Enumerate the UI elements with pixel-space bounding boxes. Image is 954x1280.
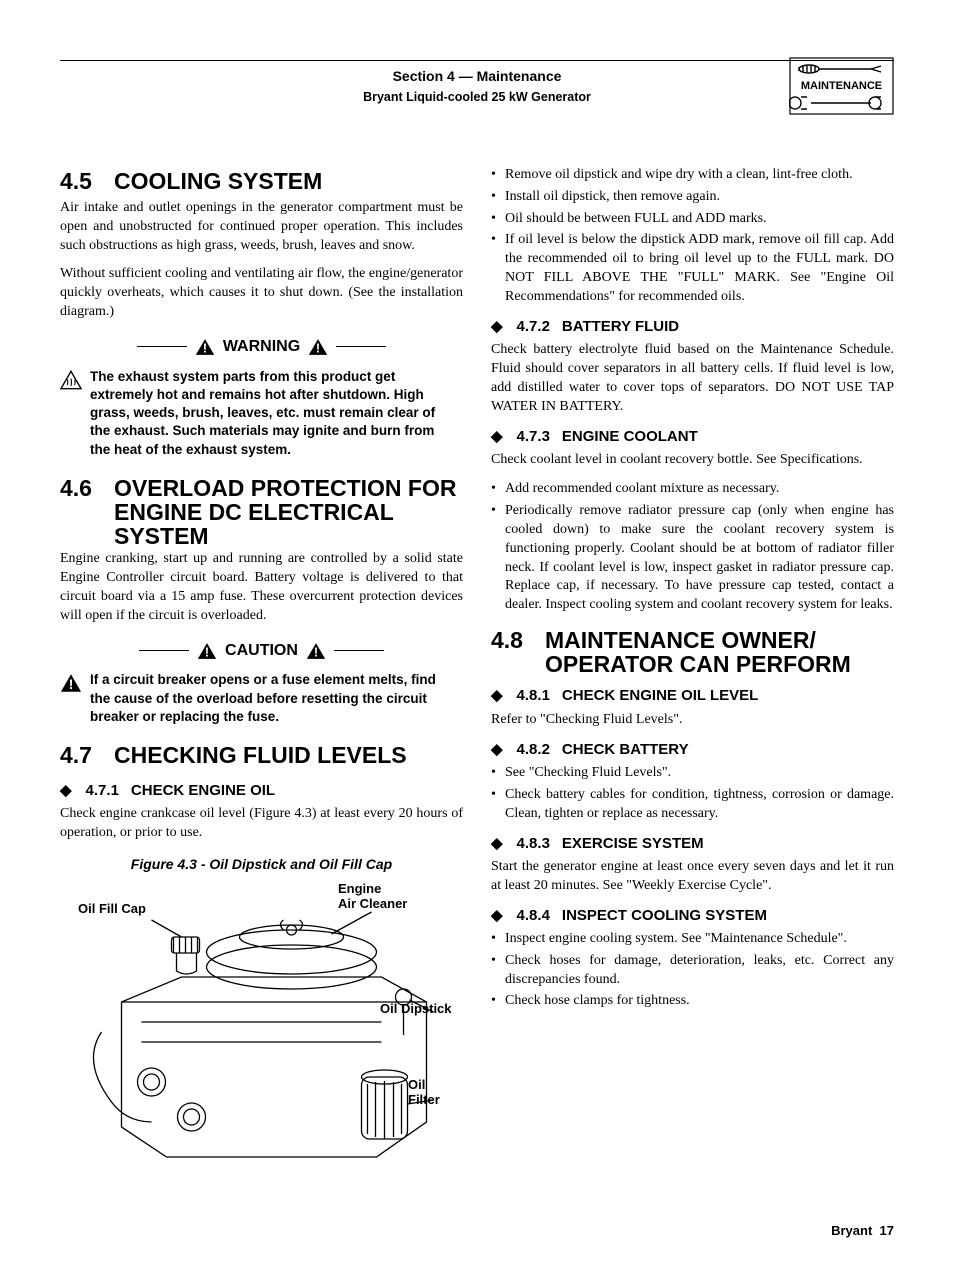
body-text: Check coolant level in coolant recovery …	[491, 451, 894, 470]
engine-diagram-icon	[60, 882, 463, 1192]
heading-4-7-3: 4.7.3 ENGINE COOLANT	[491, 427, 894, 447]
warning-body: The exhaust system parts from this produ…	[60, 368, 463, 459]
list-item: Remove oil dipstick and wipe dry with a …	[491, 166, 894, 185]
heading-4-5: 4.5 COOLING SYSTEM	[60, 166, 463, 197]
body-text: Air intake and outlet openings in the ge…	[60, 199, 463, 256]
figure-caption: Figure 4.3 - Oil Dipstick and Oil Fill C…	[60, 855, 463, 874]
figure-anno-air-cleaner: Engine Air Cleaner	[338, 882, 407, 912]
page-number: 17	[880, 1223, 894, 1238]
list-item: Inspect engine cooling system. See "Main…	[491, 930, 894, 949]
warning-triangle-icon: !	[195, 338, 215, 356]
heading-4-8-4: 4.8.4 INSPECT COOLING SYSTEM	[491, 906, 894, 926]
body-text: Without sufficient cooling and ventilati…	[60, 265, 463, 322]
figure-anno-oil-fill-cap: Oil Fill Cap	[78, 902, 146, 917]
figure-anno-oil-filter: Oil Filter	[408, 1078, 440, 1108]
warning-triangle-icon: !	[308, 338, 328, 356]
header-section-title: Section 4 — Maintenance	[180, 67, 774, 86]
body-text: Start the generator engine at least once…	[491, 858, 894, 896]
hot-surface-icon	[60, 370, 82, 390]
page-footer: Bryant 17	[60, 1222, 894, 1240]
bullet-list: Inspect engine cooling system. See "Main…	[491, 930, 894, 1012]
caution-body: ! If a circuit breaker opens or a fuse e…	[60, 671, 463, 726]
caution-triangle-icon: !	[306, 642, 326, 660]
maintenance-icon: MAINTENANCE	[789, 57, 894, 115]
list-item: Oil should be between FULL and ADD marks…	[491, 210, 894, 229]
heading-4-8-3: 4.8.3 EXERCISE SYSTEM	[491, 834, 894, 854]
svg-text:!: !	[205, 645, 209, 659]
svg-text:!: !	[314, 645, 318, 659]
caution-label: ! CAUTION !	[60, 640, 463, 662]
svg-text:!: !	[69, 677, 74, 692]
list-item: Check hoses for damage, deterioration, l…	[491, 952, 894, 990]
list-item: Periodically remove radiator pressure ca…	[491, 502, 894, 615]
list-item: Check hose clamps for tightness.	[491, 992, 894, 1011]
bullet-list: Add recommended coolant mixture as neces…	[491, 480, 894, 615]
heading-4-6: 4.6 OVERLOAD PROTECTION FOR ENGINE DC EL…	[60, 473, 463, 548]
bullet-list: See "Checking Fluid Levels". Check batter…	[491, 764, 894, 824]
list-item: If oil level is below the dipstick ADD m…	[491, 231, 894, 307]
heading-4-8-1: 4.8.1 CHECK ENGINE OIL LEVEL	[491, 686, 894, 706]
list-item: Check battery cables for condition, tigh…	[491, 786, 894, 824]
left-column: 4.5 COOLING SYSTEM Air intake and outlet…	[60, 166, 463, 1192]
figure-4-3: Oil Fill Cap Engine Air Cleaner Oil Dips…	[60, 882, 463, 1192]
body-text: Engine cranking, start up and running ar…	[60, 550, 463, 626]
header-subtitle: Bryant Liquid-cooled 25 kW Generator	[180, 89, 774, 106]
heading-4-7-2: 4.7.2 BATTERY FLUID	[491, 317, 894, 337]
bullet-list: Remove oil dipstick and wipe dry with a …	[491, 166, 894, 307]
list-item: See "Checking Fluid Levels".	[491, 764, 894, 783]
page-header: Section 4 — Maintenance Bryant Liquid-co…	[60, 60, 894, 106]
list-item: Add recommended coolant mixture as neces…	[491, 480, 894, 499]
body-text: Check engine crankcase oil level (Figure…	[60, 805, 463, 843]
caution-triangle-icon: !	[60, 673, 82, 693]
svg-text:!: !	[203, 341, 207, 355]
warning-label: ! WARNING !	[60, 336, 463, 358]
footer-brand: Bryant	[831, 1223, 872, 1238]
figure-anno-oil-dipstick: Oil Dipstick	[380, 1002, 452, 1017]
svg-text:!: !	[316, 341, 320, 355]
heading-4-8-2: 4.8.2 CHECK BATTERY	[491, 740, 894, 760]
list-item: Install oil dipstick, then remove again.	[491, 188, 894, 207]
caution-triangle-icon: !	[197, 642, 217, 660]
body-text: Refer to "Checking Fluid Levels".	[491, 711, 894, 730]
svg-text:MAINTENANCE: MAINTENANCE	[801, 80, 882, 92]
body-text: Check battery electrolyte fluid based on…	[491, 341, 894, 417]
heading-4-7: 4.7 CHECKING FLUID LEVELS	[60, 740, 463, 771]
heading-4-7-1: 4.7.1 CHECK ENGINE OIL	[60, 781, 463, 801]
right-column: Remove oil dipstick and wipe dry with a …	[491, 166, 894, 1192]
heading-4-8: 4.8 MAINTENANCE OWNER/ OPERATOR CAN PERF…	[491, 625, 894, 676]
